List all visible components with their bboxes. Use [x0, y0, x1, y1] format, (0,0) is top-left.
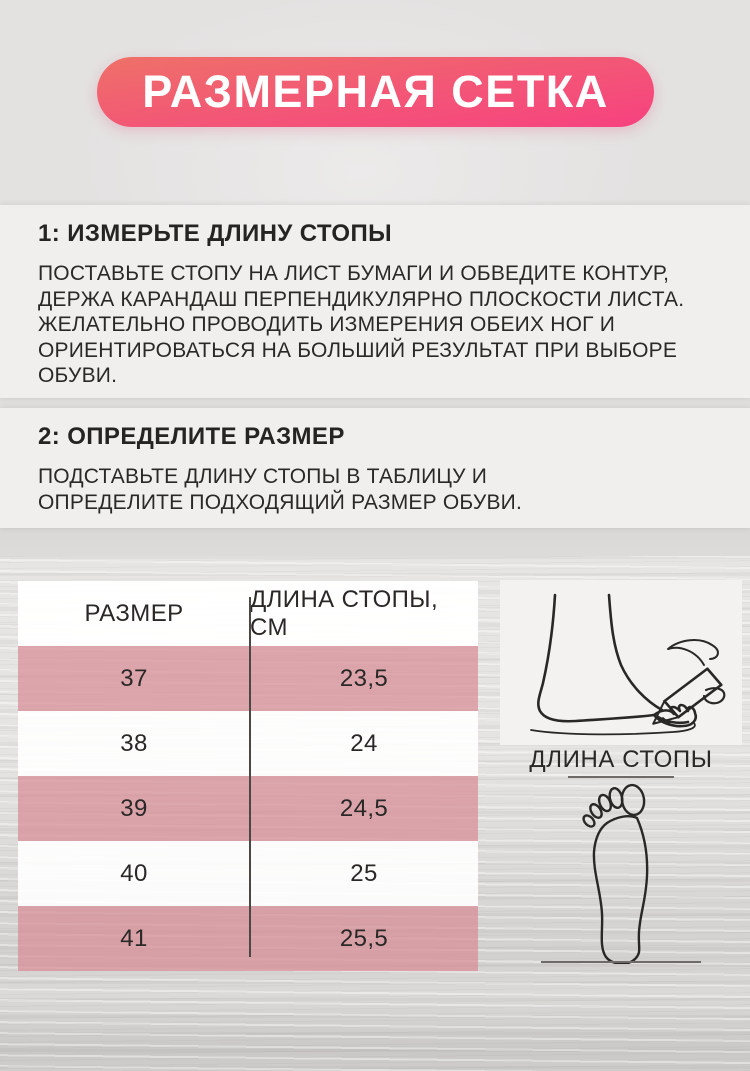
size-table: РАЗМЕР ДЛИНА СТОПЫ, СМ 37 23,5 38 24 39 …	[18, 581, 478, 971]
length-value: 25,5	[339, 924, 389, 952]
size-value: 38	[120, 729, 148, 757]
footprint-icon	[582, 783, 649, 964]
table-column-divider	[249, 597, 251, 957]
column-header-foot-length: ДЛИНА СТОПЫ, СМ	[250, 585, 439, 641]
table-row: 38 24	[18, 711, 478, 776]
measure-line-bottom	[541, 961, 701, 963]
step-2-heading: 2: ОПРЕДЕЛИТЕ РАЗМЕР	[38, 423, 345, 450]
length-value: 24	[350, 729, 378, 757]
size-value: 41	[120, 924, 148, 952]
table-row: 39 24,5	[18, 776, 478, 841]
step-1-heading: 1: ИЗМЕРЬТЕ ДЛИНУ СТОПЫ	[38, 220, 392, 247]
page-title: РАЗМЕРНАЯ СЕТКА	[142, 66, 609, 117]
table-row: 41 25,5	[18, 906, 478, 971]
step-2-section: 2: ОПРЕДЕЛИТЕ РАЗМЕР ПОДСТАВЬТЕ ДЛИНУ СТ…	[0, 408, 750, 528]
step-1-body: ПОСТАВЬТЕ СТОПУ НА ЛИСТ БУМАГИ И ОБВЕДИТ…	[38, 262, 685, 387]
size-value: 39	[120, 794, 148, 822]
table-header-row: РАЗМЕР ДЛИНА СТОПЫ, СМ	[18, 581, 478, 646]
table-row: 40 25	[18, 841, 478, 906]
step-1-section: 1: ИЗМЕРЬТЕ ДЛИНУ СТОПЫ ПОСТАВЬТЕ СТОПУ …	[0, 205, 750, 398]
length-value: 25	[350, 859, 378, 887]
foot-tracing-panel	[500, 580, 742, 745]
foot-side-pencil-icon	[530, 593, 726, 735]
title-banner: РАЗМЕРНАЯ СЕТКА	[97, 57, 654, 127]
column-header-size: РАЗМЕР	[84, 599, 184, 627]
table-row: 37 23,5	[18, 646, 478, 711]
size-value: 37	[120, 664, 148, 692]
measure-line-top	[568, 776, 674, 778]
size-value: 40	[120, 859, 148, 887]
step-2-body: ПОДСТАВЬТЕ ДЛИНУ СТОПЫ В ТАБЛИЦУ И ОПРЕД…	[38, 465, 522, 514]
length-value: 24,5	[339, 794, 389, 822]
length-value: 23,5	[339, 664, 389, 692]
foot-length-label: ДЛИНА СТОПЫ	[529, 746, 713, 773]
